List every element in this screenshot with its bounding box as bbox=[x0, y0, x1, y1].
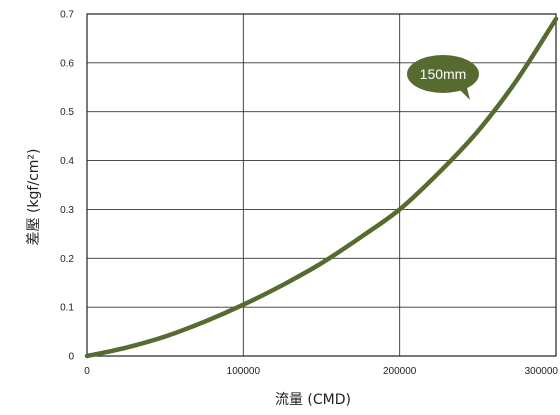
annotation-layer: 150mm bbox=[407, 55, 479, 100]
y-tick-label: 0.1 bbox=[60, 303, 74, 314]
callout-bubble bbox=[407, 55, 479, 93]
tick-labels: 0 0.1 0.2 0.3 0.4 0.5 0.6 0.7 0 100000 200000 30000… bbox=[60, 10, 558, 378]
y-tick-label: 0 bbox=[68, 352, 74, 363]
x-axis-title: 流量 (CMD) bbox=[275, 392, 351, 408]
y-tick-label: 0.2 bbox=[60, 254, 74, 265]
callout-label: 150mm bbox=[420, 66, 467, 82]
series-line-150mm bbox=[84, 16, 559, 359]
grid bbox=[86, 13, 557, 357]
y-axis-title: 差壓 (kgf/cm²) bbox=[26, 149, 42, 246]
y-tick-label: 0.3 bbox=[60, 205, 74, 216]
series-layer bbox=[84, 16, 559, 359]
x-tick-label: 0 bbox=[84, 366, 90, 377]
x-tick-label: 100000 bbox=[227, 366, 261, 377]
y-tick-label: 0.5 bbox=[60, 107, 74, 118]
x-tick-label: 200000 bbox=[383, 366, 417, 377]
callout-tail bbox=[458, 84, 470, 100]
y-tick-label: 0.6 bbox=[60, 58, 74, 69]
series-callout: 150mm bbox=[407, 55, 479, 100]
plot-border bbox=[86, 13, 557, 357]
y-tick-label: 0.7 bbox=[60, 10, 74, 21]
x-tick-label: 300000 bbox=[525, 366, 559, 377]
y-tick-label: 0.4 bbox=[60, 156, 74, 167]
